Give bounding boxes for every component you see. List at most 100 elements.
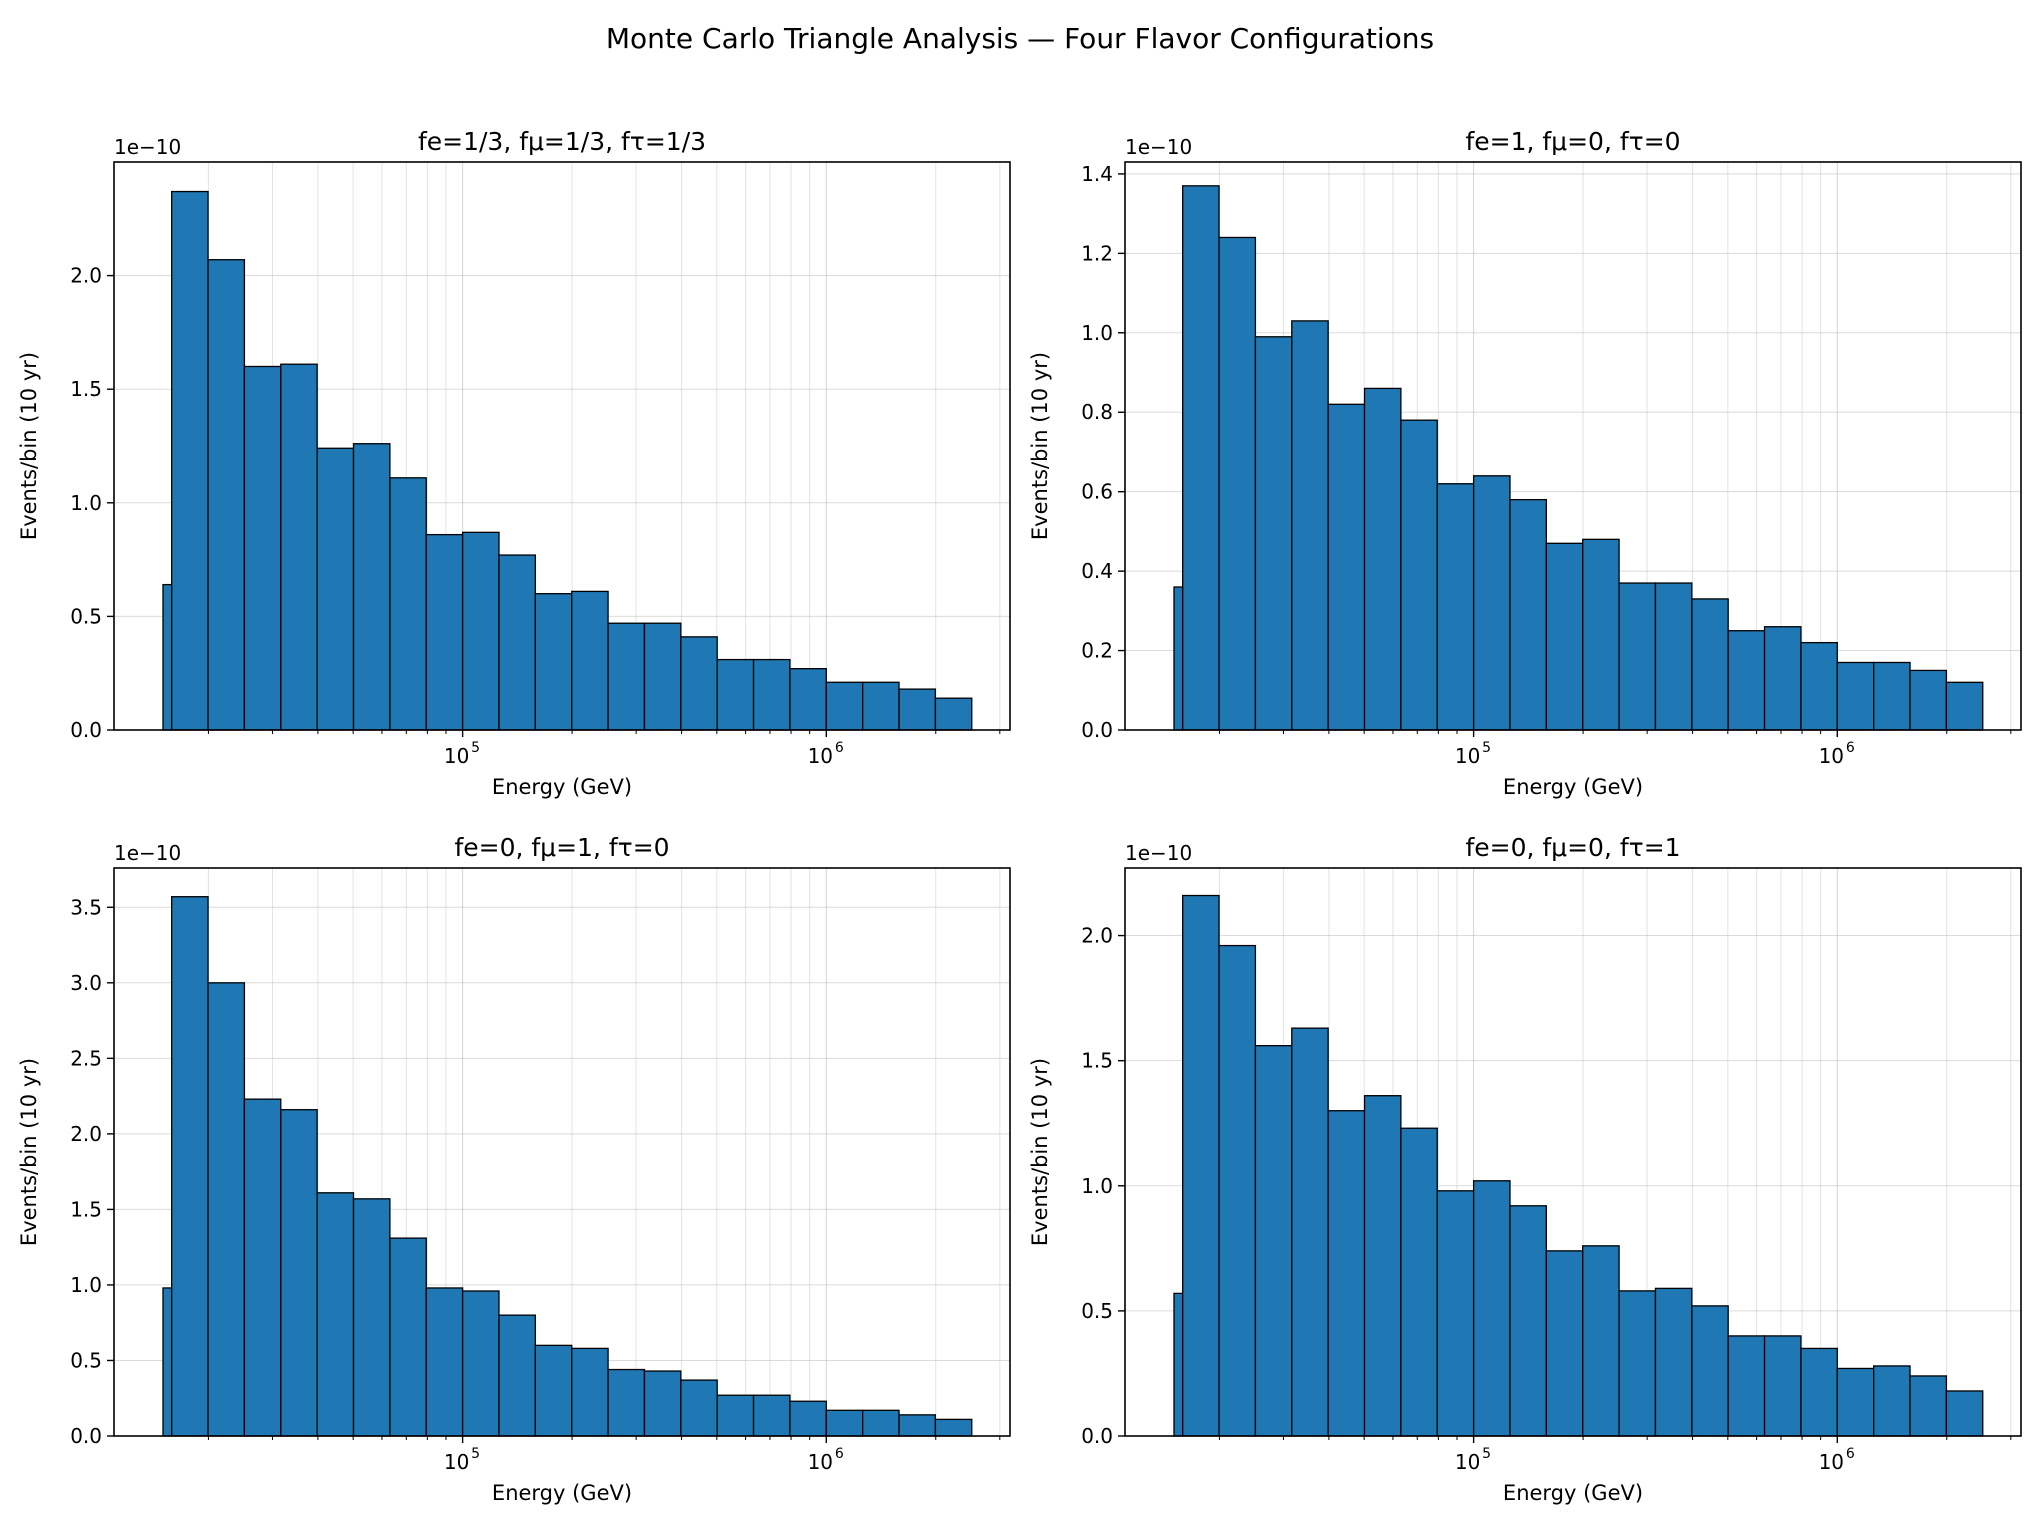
axes-frame: [113, 867, 1011, 1437]
subplot-title: fe=1, fμ=0, fτ=0: [1465, 127, 1680, 156]
subplot-3: 0.00.51.01.52.02.53.03.510 5 10 6fe=0, fμ=1…: [17, 833, 1011, 1505]
subplot-4: 0.00.51.01.52.010 5 10 6fe=0, fμ=0, fτ=11e−…: [1028, 833, 2022, 1505]
y-tick-label: 1.5: [70, 377, 102, 401]
histogram-bar: [1472, 475, 1511, 731]
histogram-bar: [1727, 1335, 1766, 1437]
histogram-bar: [207, 982, 246, 1437]
y-tick-label: 1.0: [1081, 321, 1113, 345]
histogram-bar: [461, 531, 500, 731]
histogram-bar: [162, 1287, 173, 1437]
histogram-bar: [171, 896, 209, 1437]
histogram-bar: [1800, 1347, 1838, 1437]
y-tick-label: 0.0: [1081, 1424, 1113, 1448]
histogram-bar: [898, 688, 937, 731]
y-axis-label: Events/bin (10 yr): [1028, 1058, 1052, 1246]
y-tick-label: 1.0: [1081, 1174, 1113, 1198]
subplot-1: 0.00.51.01.52.010 5 10 6fe=1/3, fμ=1/3, fτ=…: [17, 127, 1011, 799]
x-axis-label: Energy (GeV): [492, 775, 632, 799]
x-tick-exponent: 6: [1846, 740, 1855, 756]
histogram-bar: [571, 1347, 609, 1437]
histogram-bar: [1618, 1290, 1657, 1437]
histogram-bar: [1727, 630, 1766, 731]
histogram-bar: [1691, 1305, 1729, 1437]
histogram-bar: [162, 583, 173, 731]
y-tick-label: 0.0: [70, 1424, 102, 1448]
bars: [162, 190, 973, 731]
x-tick-exponent: 5: [471, 740, 480, 756]
y-tick-label: 1.2: [1081, 241, 1113, 265]
y-tick-label: 2.0: [1081, 924, 1113, 948]
histogram-bar: [171, 190, 209, 731]
axes-frame: [1124, 161, 2022, 731]
histogram-bar: [1945, 1390, 1984, 1437]
histogram-bar: [1945, 681, 1984, 731]
histogram-bar: [898, 1414, 937, 1437]
histogram-bar: [498, 554, 537, 731]
histogram-bar: [1327, 403, 1366, 731]
y-tick-label: 0.5: [1081, 1299, 1113, 1323]
histogram-bar: [1327, 1110, 1366, 1437]
x-tick-exponent: 6: [1846, 1446, 1855, 1462]
y-offset-label: 1e−10: [1125, 841, 1192, 865]
histogram-bar: [1800, 641, 1838, 731]
histogram-bar: [934, 697, 973, 731]
histogram-bar: [716, 1394, 755, 1437]
x-axis-label: Energy (GeV): [1503, 1481, 1643, 1505]
y-tick-label: 0.5: [70, 1348, 102, 1372]
histogram-bar: [243, 365, 282, 731]
histogram-bar: [1836, 1367, 1875, 1437]
x-axis-label: Energy (GeV): [1503, 775, 1643, 799]
y-tick-label: 2.0: [70, 1122, 102, 1146]
y-axis-label: Events/bin (10 yr): [17, 1058, 41, 1246]
histogram-bar: [1509, 1205, 1548, 1437]
y-tick-label: 3.5: [70, 895, 102, 919]
y-tick-label: 0.0: [1081, 718, 1113, 742]
bars: [1173, 894, 1984, 1437]
histogram-bar: [498, 1314, 537, 1437]
histogram-bar: [352, 1198, 391, 1437]
histogram-bar: [1400, 419, 1438, 731]
histogram-bar: [1472, 1180, 1511, 1437]
subplot-2: 0.00.20.40.60.81.01.21.410 5 10 6fe=1, fμ=0…: [1028, 127, 2022, 799]
histogram-bar: [1691, 598, 1729, 731]
histogram-bar: [1436, 1190, 1475, 1437]
histogram-bar: [1363, 1095, 1402, 1437]
y-axis-label: Events/bin (10 yr): [1028, 352, 1052, 540]
histogram-bar: [1291, 320, 1329, 731]
histogram-bar: [1545, 542, 1584, 731]
x-tick-exponent: 5: [471, 1446, 480, 1462]
x-tick-exponent: 6: [835, 1446, 844, 1462]
y-offset-label: 1e−10: [1125, 135, 1192, 159]
histogram-bar: [1873, 661, 1911, 731]
y-tick-label: 0.8: [1081, 400, 1113, 424]
histogram-bar: [1836, 661, 1875, 731]
histogram-bar: [752, 1394, 791, 1437]
subplot-title: fe=1/3, fμ=1/3, fτ=1/3: [418, 127, 706, 156]
histogram-bar: [643, 622, 682, 731]
y-tick-label: 1.0: [70, 1273, 102, 1297]
histogram-bar: [1363, 387, 1402, 731]
axes-frame: [1124, 867, 2022, 1437]
histogram-bar: [789, 668, 827, 731]
histogram-bar: [1509, 498, 1548, 731]
histogram-bar: [1582, 538, 1620, 731]
y-tick-label: 1.5: [70, 1197, 102, 1221]
histogram-bar: [425, 1287, 464, 1437]
histogram-bar: [571, 590, 609, 731]
histogram-bar: [1654, 1287, 1693, 1437]
histogram-bar: [1436, 483, 1475, 731]
y-axis-label: Events/bin (10 yr): [17, 352, 41, 540]
y-tick-label: 0.4: [1081, 559, 1113, 583]
y-offset-label: 1e−10: [114, 135, 181, 159]
bars: [162, 896, 973, 1437]
histogram-bar: [425, 533, 464, 731]
histogram-bar: [461, 1290, 500, 1437]
y-tick-label: 0.2: [1081, 639, 1113, 663]
histogram-bar: [752, 658, 791, 731]
histogram-bar: [1254, 336, 1293, 731]
histogram-bar: [1909, 669, 1948, 731]
x-tick-label: 10: [444, 1450, 469, 1474]
histogram-bar: [280, 363, 318, 731]
